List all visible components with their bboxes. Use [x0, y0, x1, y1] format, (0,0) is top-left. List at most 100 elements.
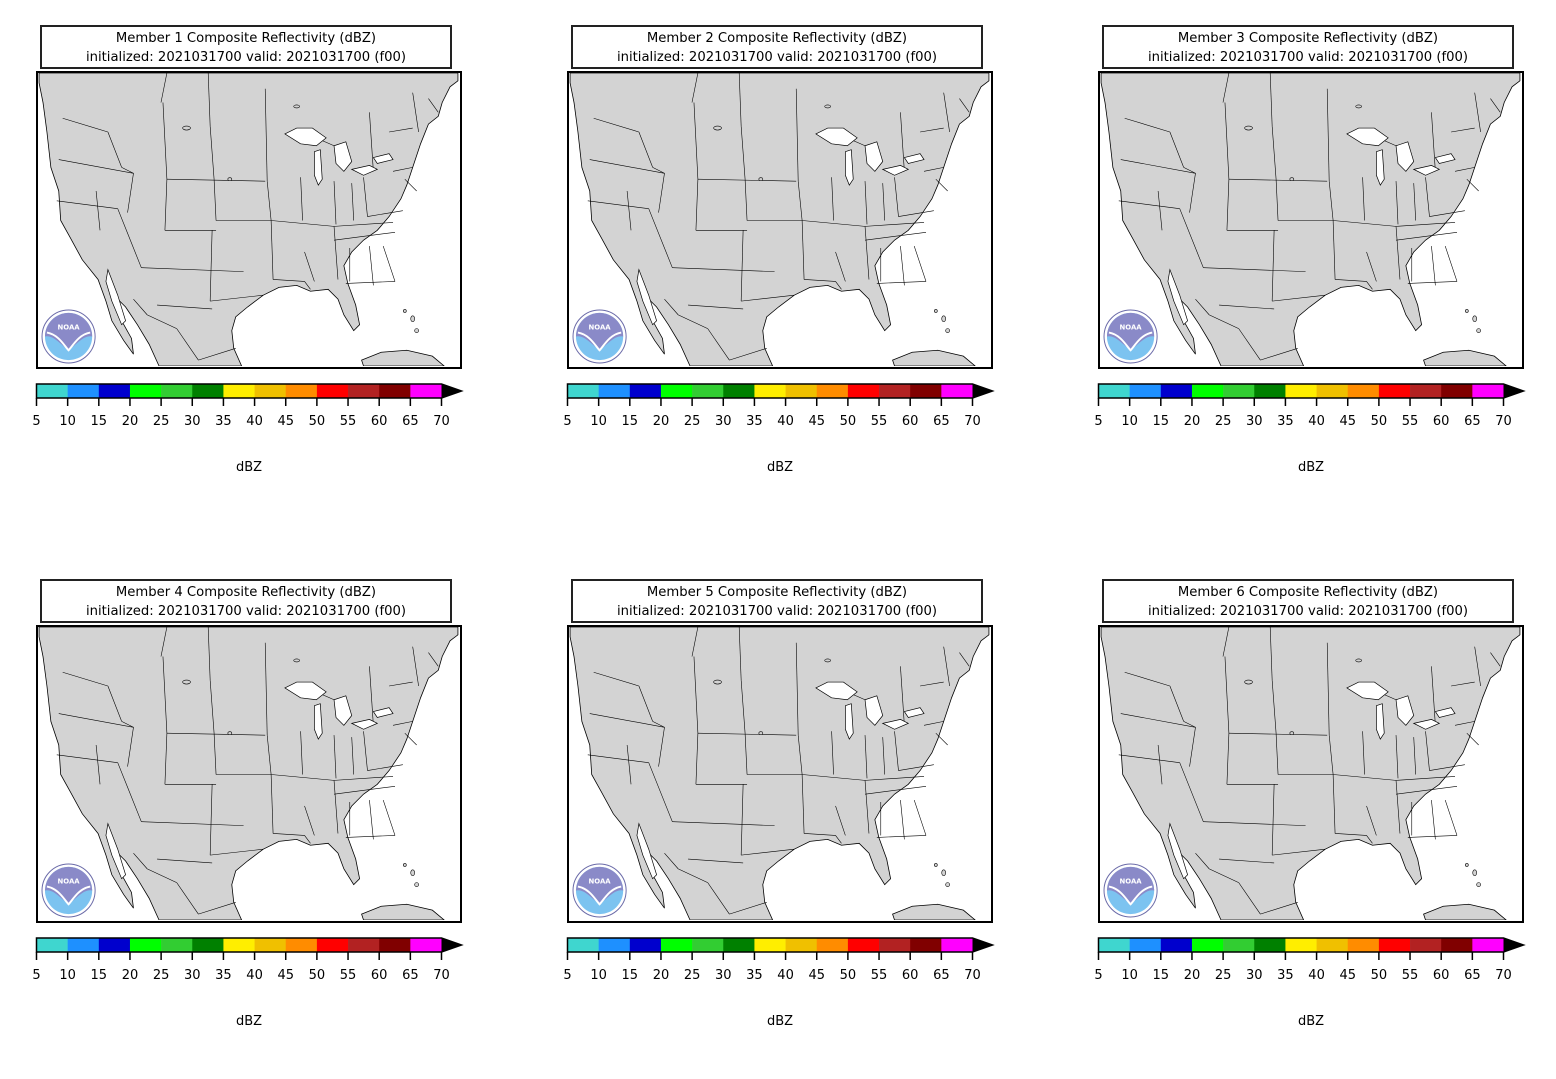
- state-border-line: [351, 183, 354, 221]
- panel-title-box: Member 4 Composite Reflectivity (dBZ) ini…: [40, 579, 452, 623]
- state-border-line: [351, 737, 354, 775]
- state-border-line: [95, 190, 101, 231]
- state-border-line: [900, 800, 905, 840]
- state-border-line: [1425, 731, 1430, 771]
- state-border-line: [369, 246, 374, 286]
- state-border-line: [1271, 784, 1275, 856]
- state-border-line: [913, 245, 927, 282]
- colorbar-segment: [1285, 938, 1317, 952]
- noaa-logo-text: NOAA: [1120, 878, 1143, 886]
- gulf-of-california: [1167, 268, 1188, 326]
- state-border-line: [1362, 177, 1365, 221]
- state-border-line: [797, 181, 803, 221]
- state-border-line: [62, 671, 108, 687]
- colorbar-tick-label: 40: [777, 414, 794, 429]
- great-lake: [845, 703, 854, 740]
- state-border-line: [207, 73, 211, 127]
- state-border-line: [1203, 267, 1306, 272]
- state-border-line: [1366, 281, 1373, 290]
- state-border-line: [176, 328, 199, 361]
- state-border-line: [835, 281, 842, 290]
- state-border-line: [367, 764, 403, 771]
- state-border-line: [1395, 181, 1399, 225]
- colorbar-tick-label: 45: [277, 414, 294, 429]
- colorbar-tick-label: 40: [1308, 414, 1325, 429]
- colorbar-tick-label: 30: [184, 414, 201, 429]
- colorbar-segment: [723, 384, 755, 398]
- state-border-line: [428, 98, 439, 113]
- member-panel-5: Member 5 Composite Reflectivity (dBZ) ini…: [563, 579, 1027, 1079]
- state-border-line: [1396, 231, 1458, 241]
- state-borders: [587, 73, 970, 361]
- colorbar-tick-label: 5: [1094, 414, 1102, 429]
- state-border-line: [1396, 785, 1458, 795]
- island: [293, 658, 300, 663]
- state-border-line: [738, 627, 742, 681]
- state-border-line: [797, 735, 803, 775]
- colorbar-segment: [348, 384, 380, 398]
- state-border-line: [266, 181, 272, 221]
- state-border-line: [831, 731, 834, 775]
- state-border-line: [740, 784, 744, 856]
- gulf-of-california: [105, 822, 126, 880]
- colorbar-svg: 5 10 15 20 25 30 35 40 45 50 55 60 65 70: [563, 937, 995, 983]
- state-border-line: [133, 852, 148, 870]
- colorbar-outline: [35, 937, 464, 953]
- island: [758, 177, 764, 181]
- state-border-line: [345, 281, 396, 284]
- island: [1476, 882, 1481, 887]
- colorbar-tick-label: 15: [622, 968, 639, 983]
- map-svg: NOAA: [569, 73, 990, 366]
- colorbar-segment: [1347, 938, 1380, 952]
- state-border-line: [271, 774, 335, 781]
- colorbar-tick-label: 60: [371, 968, 388, 983]
- state-border-line: [1407, 835, 1458, 838]
- colorbar-extend-arrow: [1503, 938, 1524, 952]
- state-border-line: [693, 102, 699, 180]
- colorbar-tick-label: 15: [622, 414, 639, 429]
- state-border-line: [593, 117, 639, 133]
- great-lake: [1434, 707, 1456, 718]
- map-frame: NOAA: [1098, 625, 1524, 923]
- state-border-line: [831, 177, 834, 221]
- state-border-line: [959, 98, 970, 113]
- map-frame: NOAA: [567, 71, 993, 369]
- state-border-line: [864, 780, 870, 834]
- state-border-line: [900, 246, 905, 286]
- colorbar-tick-label: 45: [808, 414, 825, 429]
- great-lake: [284, 127, 327, 147]
- colorbar-segment: [754, 938, 786, 952]
- colorbar-segment: [910, 938, 942, 952]
- colorbar-segment: [98, 938, 131, 952]
- state-border-line: [166, 178, 266, 182]
- great-lake: [815, 681, 858, 701]
- map-frame: NOAA: [567, 625, 993, 923]
- state-border-line: [1444, 245, 1458, 282]
- great-lake: [815, 127, 858, 147]
- state-border-line: [898, 210, 934, 217]
- state-border-line: [95, 744, 101, 785]
- state-border-line: [270, 220, 274, 280]
- state-border-line: [900, 112, 905, 172]
- state-border-line: [428, 652, 439, 667]
- state-border-line: [1451, 681, 1475, 687]
- colorbar-tick-label: 30: [1246, 414, 1263, 429]
- map-frame: NOAA: [36, 625, 462, 923]
- state-border-line: [1124, 117, 1170, 133]
- colorbar-tick-label: 10: [59, 968, 76, 983]
- colorbar-segment: [36, 384, 68, 398]
- state-border-line: [304, 251, 315, 282]
- state-border-line: [58, 713, 134, 728]
- state-border-line: [589, 713, 665, 728]
- state-border-line: [1226, 733, 1230, 785]
- state-border-line: [213, 733, 217, 775]
- colorbar-tick-label: 35: [746, 968, 763, 983]
- great-lake: [372, 153, 394, 164]
- colorbar-segment: [36, 938, 68, 952]
- island: [182, 679, 191, 685]
- state-border-line: [1333, 774, 1397, 781]
- state-border-line: [363, 177, 368, 217]
- state-border-line: [1238, 882, 1261, 915]
- state-border-line: [164, 733, 168, 785]
- state-border-line: [1366, 835, 1373, 844]
